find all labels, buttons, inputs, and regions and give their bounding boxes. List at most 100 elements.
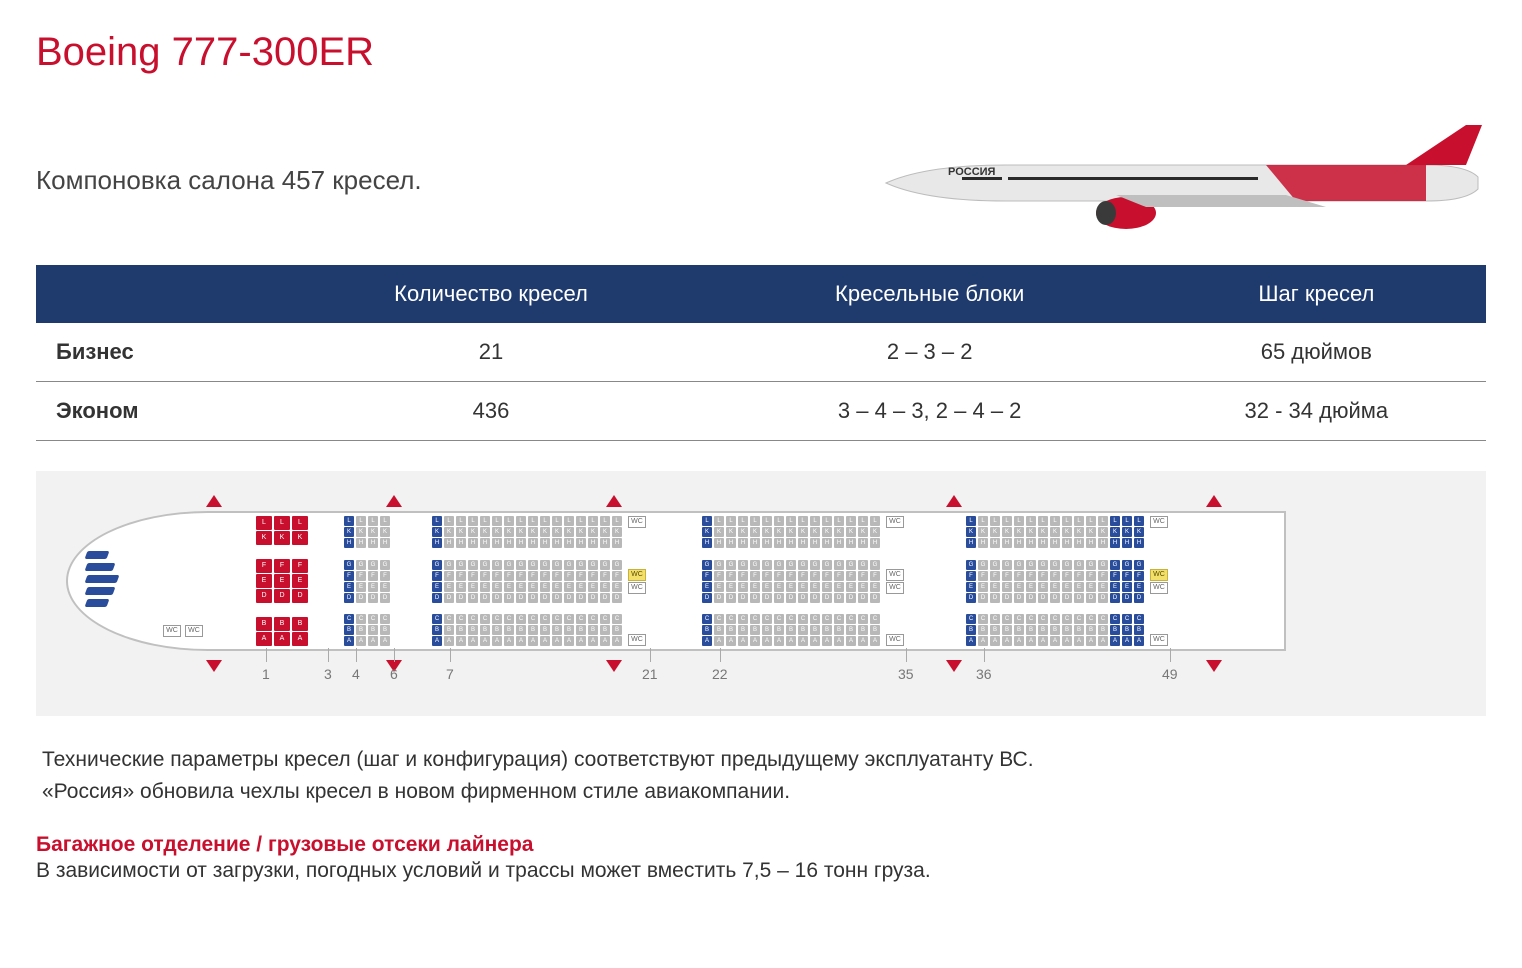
row-letter-seat: A xyxy=(1122,636,1132,646)
row-letter-seat: F xyxy=(344,571,354,581)
seat: H xyxy=(846,538,856,548)
seat: E xyxy=(380,582,390,592)
seat: G xyxy=(1074,560,1084,570)
row-letter-seat: B xyxy=(702,625,712,635)
table-row: Бизнес212 – 3 – 265 дюймов xyxy=(36,323,1486,382)
row-letter-seat: A xyxy=(432,636,442,646)
seat: E xyxy=(564,582,574,592)
seat: L xyxy=(612,516,622,526)
seat: G xyxy=(540,560,550,570)
seat: B xyxy=(1062,625,1072,635)
seat: L xyxy=(1074,516,1084,526)
seat: E xyxy=(978,582,988,592)
seat: E xyxy=(480,582,490,592)
seat: E xyxy=(516,582,526,592)
seat: F xyxy=(1050,571,1060,581)
seat: G xyxy=(846,560,856,570)
row-number-label: 36 xyxy=(976,666,992,682)
seat: E xyxy=(738,582,748,592)
row-letter-seat: C xyxy=(344,614,354,624)
table-cell: 3 – 4 – 3, 2 – 4 – 2 xyxy=(713,382,1147,441)
seat: H xyxy=(834,538,844,548)
seat: L xyxy=(1026,516,1036,526)
seat: K xyxy=(256,531,272,545)
seat: G xyxy=(798,560,808,570)
wc-icon: WC xyxy=(185,625,203,637)
seat: F xyxy=(528,571,538,581)
seat: C xyxy=(810,614,820,624)
seat: C xyxy=(356,614,366,624)
row-letter-seat: C xyxy=(1134,614,1144,624)
seat: L xyxy=(444,516,454,526)
seat: C xyxy=(1074,614,1084,624)
seat: A xyxy=(1038,636,1048,646)
seat: D xyxy=(576,593,586,603)
seat: H xyxy=(1014,538,1024,548)
seat: K xyxy=(1062,527,1072,537)
seat: A xyxy=(822,636,832,646)
table-cell: 2 – 3 – 2 xyxy=(713,323,1147,382)
seat: H xyxy=(1074,538,1084,548)
seat: G xyxy=(738,560,748,570)
seat: C xyxy=(600,614,610,624)
wc-icon: WC xyxy=(1150,634,1168,646)
row-number-label: 6 xyxy=(390,666,398,682)
seat: L xyxy=(256,516,272,530)
row-letter-seat: C xyxy=(432,614,442,624)
seat: L xyxy=(456,516,466,526)
seat: E xyxy=(600,582,610,592)
seat: C xyxy=(978,614,988,624)
seat: D xyxy=(990,593,1000,603)
notes-line-2: «Россия» обновила чехлы кресел в новом ф… xyxy=(42,776,1480,808)
seat: F xyxy=(810,571,820,581)
seat: G xyxy=(1050,560,1060,570)
seat: F xyxy=(834,571,844,581)
seat: F xyxy=(846,571,856,581)
seat: B xyxy=(786,625,796,635)
seat: A xyxy=(978,636,988,646)
seat: B xyxy=(1050,625,1060,635)
seat: E xyxy=(256,574,272,588)
seat: L xyxy=(1002,516,1012,526)
seat: G xyxy=(456,560,466,570)
seat: A xyxy=(1050,636,1060,646)
wc-icon: WC xyxy=(886,634,904,646)
seat: E xyxy=(1074,582,1084,592)
seat: E xyxy=(798,582,808,592)
seat: L xyxy=(540,516,550,526)
seat: G xyxy=(1062,560,1072,570)
notes-line-1: Технические параметры кресел (шаг и конф… xyxy=(42,744,1480,776)
seat: B xyxy=(444,625,454,635)
seat: D xyxy=(750,593,760,603)
seat: D xyxy=(516,593,526,603)
seat: B xyxy=(750,625,760,635)
seat: L xyxy=(1038,516,1048,526)
exit-arrow-up-icon xyxy=(206,495,222,507)
seat: A xyxy=(1026,636,1036,646)
wc-icon: WC xyxy=(163,625,181,637)
seat: E xyxy=(528,582,538,592)
seat: B xyxy=(528,625,538,635)
row-number-label: 21 xyxy=(642,666,658,682)
seat: F xyxy=(480,571,490,581)
seat: B xyxy=(774,625,784,635)
row-letter-seat: D xyxy=(702,593,712,603)
seat: B xyxy=(600,625,610,635)
seat: D xyxy=(798,593,808,603)
seat: C xyxy=(368,614,378,624)
seat: K xyxy=(978,527,988,537)
seat: L xyxy=(762,516,772,526)
seat: E xyxy=(588,582,598,592)
seat: L xyxy=(834,516,844,526)
seat: A xyxy=(380,636,390,646)
seat: H xyxy=(726,538,736,548)
wc-icon: WC xyxy=(628,634,646,646)
row-number-label: 3 xyxy=(324,666,332,682)
seat: F xyxy=(468,571,478,581)
seat: K xyxy=(292,531,308,545)
seat: A xyxy=(846,636,856,646)
row-letter-seat: L xyxy=(1110,516,1120,526)
seat: E xyxy=(504,582,514,592)
seat: K xyxy=(858,527,868,537)
nose-wc-group: WC WC xyxy=(163,625,203,637)
